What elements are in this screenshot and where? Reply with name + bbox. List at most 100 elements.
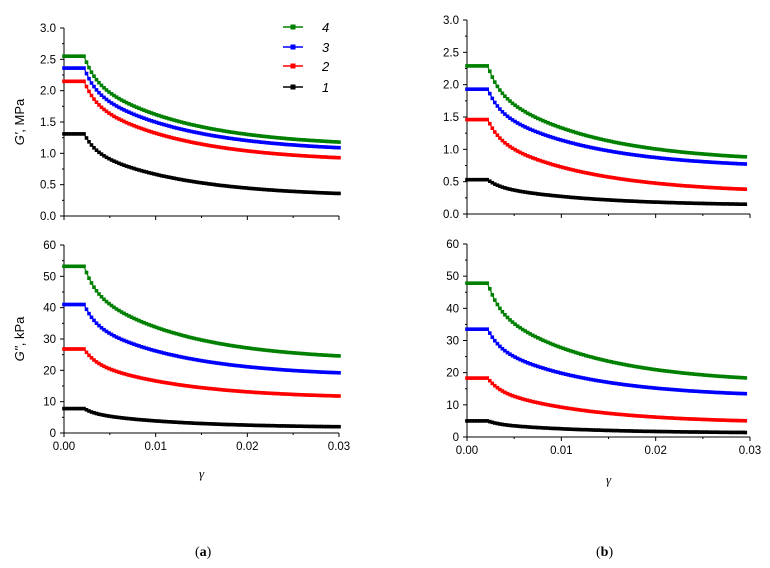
data-point — [690, 184, 694, 189]
data-point — [657, 181, 662, 186]
data-point — [566, 348, 570, 352]
data-point — [708, 152, 712, 157]
data-point — [725, 375, 730, 379]
data-point — [591, 172, 596, 177]
data-point — [611, 198, 616, 202]
data-point — [654, 368, 659, 372]
data-point — [576, 351, 581, 356]
data-point — [697, 201, 702, 206]
data-point — [624, 199, 629, 203]
y-axis-label: G'', kPa — [12, 316, 27, 361]
data-point — [152, 348, 156, 353]
data-point — [282, 142, 286, 147]
data-point — [144, 418, 149, 422]
data-point — [665, 387, 669, 391]
data-point — [272, 188, 276, 192]
data-point — [192, 123, 196, 127]
data-point — [274, 424, 279, 428]
data-point — [177, 126, 181, 131]
data-point — [184, 128, 189, 133]
data-point — [606, 380, 611, 385]
data-point — [189, 335, 194, 340]
data-point — [505, 97, 510, 101]
data-point — [284, 152, 289, 157]
data-point — [642, 366, 646, 370]
data-point — [99, 326, 104, 330]
data-point — [149, 378, 154, 382]
data-point — [604, 138, 608, 143]
data-point — [725, 418, 730, 423]
data-point — [64, 54, 69, 58]
data-point — [488, 91, 492, 96]
data-point — [154, 349, 159, 353]
data-point — [599, 147, 603, 152]
data-point — [164, 351, 169, 356]
data-point — [254, 347, 259, 351]
data-point — [546, 367, 550, 372]
data-point — [672, 430, 677, 434]
data-point — [490, 335, 495, 339]
data-point — [89, 93, 94, 98]
data-point — [634, 384, 639, 388]
data-point — [62, 66, 66, 70]
data-point — [536, 400, 540, 405]
data-point — [611, 412, 616, 416]
data-point — [67, 347, 71, 351]
data-point — [692, 159, 697, 163]
data-point — [202, 181, 206, 185]
data-point — [337, 191, 341, 196]
data-point — [259, 150, 264, 155]
data-point — [154, 120, 159, 125]
data-point — [197, 124, 201, 128]
data-point — [591, 378, 596, 382]
data-point — [662, 182, 667, 186]
data-point — [299, 153, 304, 158]
data-point — [267, 151, 271, 155]
data-point — [553, 404, 558, 408]
data-point — [164, 419, 169, 424]
data-point — [82, 302, 86, 307]
data-point — [513, 119, 517, 124]
data-point — [72, 302, 76, 307]
data-point — [576, 169, 581, 173]
data-point — [137, 125, 141, 130]
data-point — [498, 306, 502, 311]
data-point — [672, 149, 677, 153]
data-point — [525, 398, 530, 403]
data-point — [644, 385, 649, 389]
y-tick-label: 0 — [50, 428, 56, 440]
data-point — [187, 122, 191, 126]
data-point — [262, 391, 266, 395]
data-point — [319, 191, 324, 195]
data-point — [279, 142, 284, 146]
data-point — [563, 347, 568, 351]
data-point — [513, 355, 517, 359]
data-point — [642, 414, 646, 419]
data-point — [493, 80, 497, 84]
x-tick-label: 0.00 — [53, 441, 75, 453]
data-point — [642, 429, 646, 434]
data-point — [470, 281, 474, 285]
legend-item-4: 4 — [283, 20, 329, 35]
data-point — [692, 372, 697, 376]
data-point — [127, 340, 131, 345]
data-point — [738, 391, 742, 396]
data-point — [172, 125, 176, 130]
data-point — [609, 381, 613, 385]
data-point — [533, 129, 538, 134]
data-point — [586, 196, 591, 201]
data-point — [477, 177, 482, 182]
data-point — [675, 157, 679, 162]
data-point — [505, 186, 510, 191]
data-point — [525, 190, 530, 195]
data-point — [728, 154, 732, 158]
data-point — [697, 185, 702, 189]
data-point — [490, 126, 495, 130]
data-point — [617, 361, 621, 366]
data-point — [743, 430, 748, 435]
data-point — [94, 88, 99, 92]
data-point — [284, 368, 289, 372]
data-point — [637, 144, 641, 149]
data-point — [515, 356, 520, 361]
data-point — [302, 369, 306, 373]
